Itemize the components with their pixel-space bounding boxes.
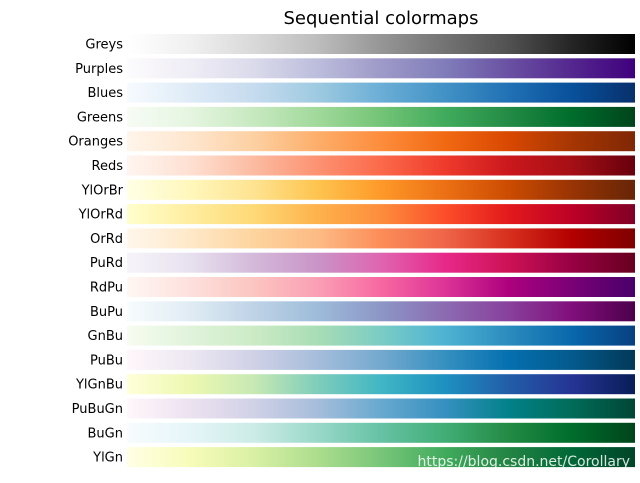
colormap-bar-rdpu (127, 277, 635, 297)
colormap-bar-ylgnbu (127, 374, 635, 395)
colormap-label-greys: Greys (85, 38, 123, 53)
colormap-label-bugn: BuGn (88, 426, 123, 441)
colormap-bar-greens (127, 106, 635, 127)
colormap-label-pubugn: PuBuGn (72, 402, 123, 417)
colormap-bar-blues (127, 82, 635, 103)
colormap-label-ylorrd: YlOrRd (78, 208, 123, 223)
colormap-bar-purd (127, 252, 635, 273)
colormap-bar-reds (127, 155, 635, 176)
colormap-bar-ylorbr (127, 179, 635, 200)
colormap-bar-ylgn (127, 447, 635, 468)
colormap-bar-bupu (127, 301, 635, 322)
colormap-bar-ylorrd (127, 204, 635, 225)
colormap-bar-bugn (127, 422, 635, 443)
colormap-label-pubu: PuBu (90, 353, 123, 368)
colormap-bar-purples (127, 58, 635, 79)
colormap-bar-pubugn (127, 398, 635, 419)
colormap-label-purd: PuRd (90, 256, 123, 271)
colormap-bar-gnbu (127, 325, 635, 346)
colormap-label-reds: Reds (92, 159, 124, 174)
colormap-label-greens: Greens (77, 110, 123, 125)
colormap-label-ylgnbu: YlGnBu (75, 378, 123, 393)
colormap-label-bupu: BuPu (90, 305, 123, 320)
colormap-label-orrd: OrRd (90, 232, 123, 247)
chart-title: Sequential colormaps (283, 8, 479, 29)
colormap-label-gnbu: GnBu (88, 329, 123, 344)
colormap-label-rdpu: RdPu (90, 281, 123, 296)
colormap-bar-oranges (127, 131, 635, 152)
colormap-label-blues: Blues (87, 86, 123, 101)
colormap-label-purples: Purples (75, 62, 123, 77)
colormap-label-ylgn: YlGn (92, 451, 123, 466)
colormap-bar-orrd (127, 228, 635, 249)
colormap-label-oranges: Oranges (68, 135, 123, 150)
colormap-label-ylorbr: YlOrBr (81, 183, 124, 198)
colormap-bar-pubu (127, 349, 635, 370)
colormap-bar-greys (127, 34, 635, 54)
